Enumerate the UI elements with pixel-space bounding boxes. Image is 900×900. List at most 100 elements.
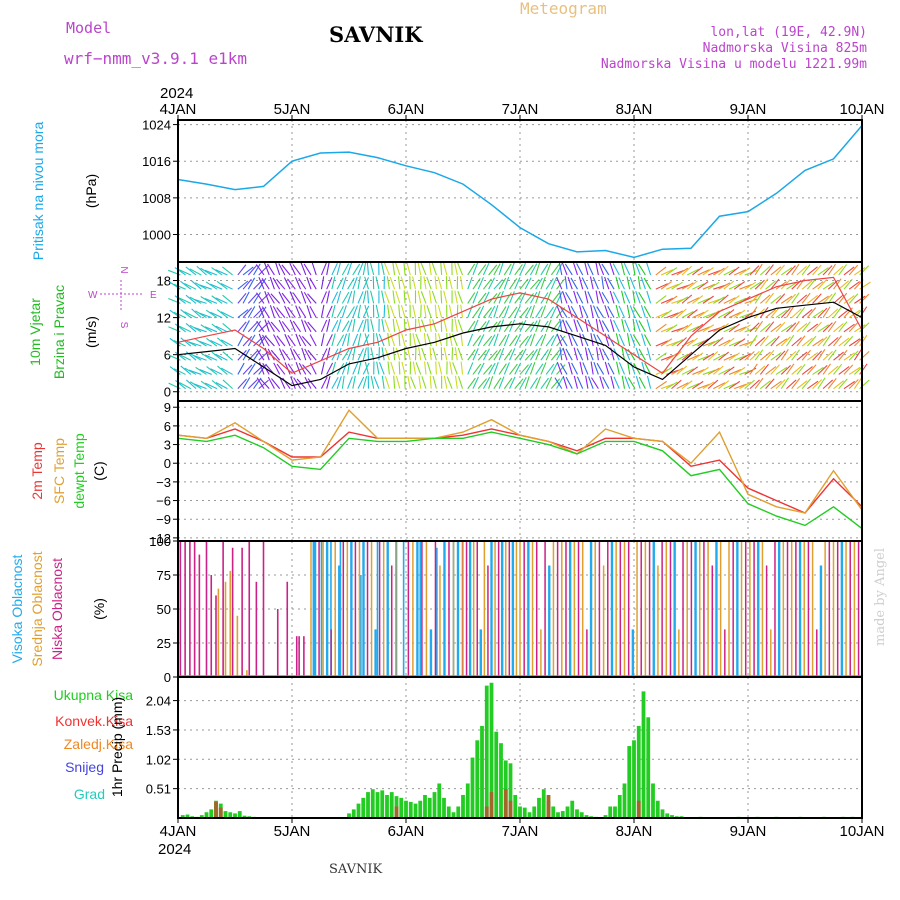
wind-barb xyxy=(373,376,380,389)
wind-barb xyxy=(482,319,490,333)
wind-barb xyxy=(336,262,342,276)
wind-barb xyxy=(253,292,261,304)
wind-barb xyxy=(697,366,709,375)
wind-barb xyxy=(426,305,432,318)
precip-bar xyxy=(475,740,480,818)
wind-barb xyxy=(442,262,448,276)
wind-barb xyxy=(623,291,631,304)
wind-barb xyxy=(601,276,605,290)
wind-barb xyxy=(261,306,270,318)
wind-barb xyxy=(853,349,862,361)
wind-barb xyxy=(529,348,538,361)
wind-barb xyxy=(822,265,833,276)
wind-barb xyxy=(336,277,344,290)
wind-barb xyxy=(381,290,385,304)
wind-barb xyxy=(341,291,350,304)
wind-barb xyxy=(838,378,848,390)
wind-barb xyxy=(395,347,401,361)
wind-barb xyxy=(576,319,584,333)
wind-barb xyxy=(400,276,406,290)
wind-barb xyxy=(621,318,626,332)
wind-barb xyxy=(529,320,538,333)
wind-barb xyxy=(618,362,626,375)
wind-barb xyxy=(281,321,291,333)
wind-barb xyxy=(256,292,265,304)
wind-barb xyxy=(384,376,390,389)
wind-barb xyxy=(256,349,265,361)
wind-barb xyxy=(237,334,245,347)
wind-barb xyxy=(180,337,192,347)
wind-barb xyxy=(362,305,370,318)
wind-barb xyxy=(256,320,265,333)
wind-barb xyxy=(570,334,578,347)
wind-barb xyxy=(593,362,599,375)
wind-barb xyxy=(765,292,775,304)
wind-barb xyxy=(632,306,641,318)
wind-barb xyxy=(191,280,202,290)
wind-barb xyxy=(434,333,437,347)
wind-barb xyxy=(460,304,464,318)
wind-barb xyxy=(582,333,589,347)
wind-barb xyxy=(287,335,296,347)
wind-barb xyxy=(728,266,740,276)
wind-barb xyxy=(681,380,693,390)
wind-barb xyxy=(807,323,819,333)
wind-barb xyxy=(347,347,353,361)
wind-barb xyxy=(718,368,731,375)
wind-barb xyxy=(514,305,521,318)
wind-barb xyxy=(598,262,605,276)
wind-barb xyxy=(347,262,353,276)
wind-barb xyxy=(467,263,476,276)
wind-barb xyxy=(272,277,281,290)
wind-barb xyxy=(801,337,813,347)
precip-ylabel: 1hr Precip (mm) xyxy=(109,697,125,797)
precip-bar xyxy=(665,813,670,818)
precip-bar xyxy=(670,815,674,818)
precip-bar xyxy=(204,812,209,818)
wind-barb xyxy=(498,363,507,375)
wind-barb xyxy=(676,365,688,375)
wind-barb xyxy=(545,278,554,290)
wind-barb xyxy=(295,333,302,347)
wind-barb xyxy=(237,362,245,375)
wind-barb xyxy=(460,333,464,347)
wind-barb xyxy=(529,305,535,318)
wind-barb xyxy=(638,348,646,361)
wind-barb xyxy=(692,380,704,390)
wind-barb xyxy=(770,323,782,333)
wind-barb xyxy=(780,267,793,276)
wind-barb xyxy=(352,333,359,347)
precip-bar xyxy=(237,811,242,818)
wind-barb xyxy=(472,262,479,276)
wind-barb xyxy=(381,347,385,361)
wind-barb xyxy=(754,336,766,347)
wind-barb xyxy=(590,304,594,318)
wind-barb xyxy=(602,348,610,361)
wind-barb xyxy=(765,321,775,333)
wind-barb xyxy=(626,333,631,347)
wind-barb xyxy=(387,333,390,347)
wind-barb xyxy=(357,304,362,318)
precip-bar xyxy=(385,794,389,818)
wind-barb xyxy=(545,262,552,276)
wind-barb xyxy=(559,334,568,347)
lonlat-label: lon,lat (19E, 42.9N) xyxy=(710,25,867,40)
wind-barb xyxy=(833,363,843,375)
wind-barb xyxy=(509,348,516,361)
year-top: 2024 xyxy=(160,85,194,102)
wind-barb xyxy=(615,333,620,347)
wind-barb xyxy=(786,265,796,276)
y-tick-label: 75 xyxy=(157,568,171,583)
y-tick-label: 0.51 xyxy=(146,782,171,797)
wind-barb xyxy=(822,322,833,333)
wind-barb xyxy=(220,339,233,347)
wind-barb xyxy=(482,377,491,389)
wind-barb xyxy=(576,291,584,304)
y-tick-label: 1.02 xyxy=(146,752,171,767)
wind-barb xyxy=(692,283,705,290)
wind-barb xyxy=(472,291,479,304)
wind-barb xyxy=(843,352,855,361)
wind-barb xyxy=(341,305,347,318)
wind-barb xyxy=(253,377,262,389)
wind-barb xyxy=(728,311,742,319)
